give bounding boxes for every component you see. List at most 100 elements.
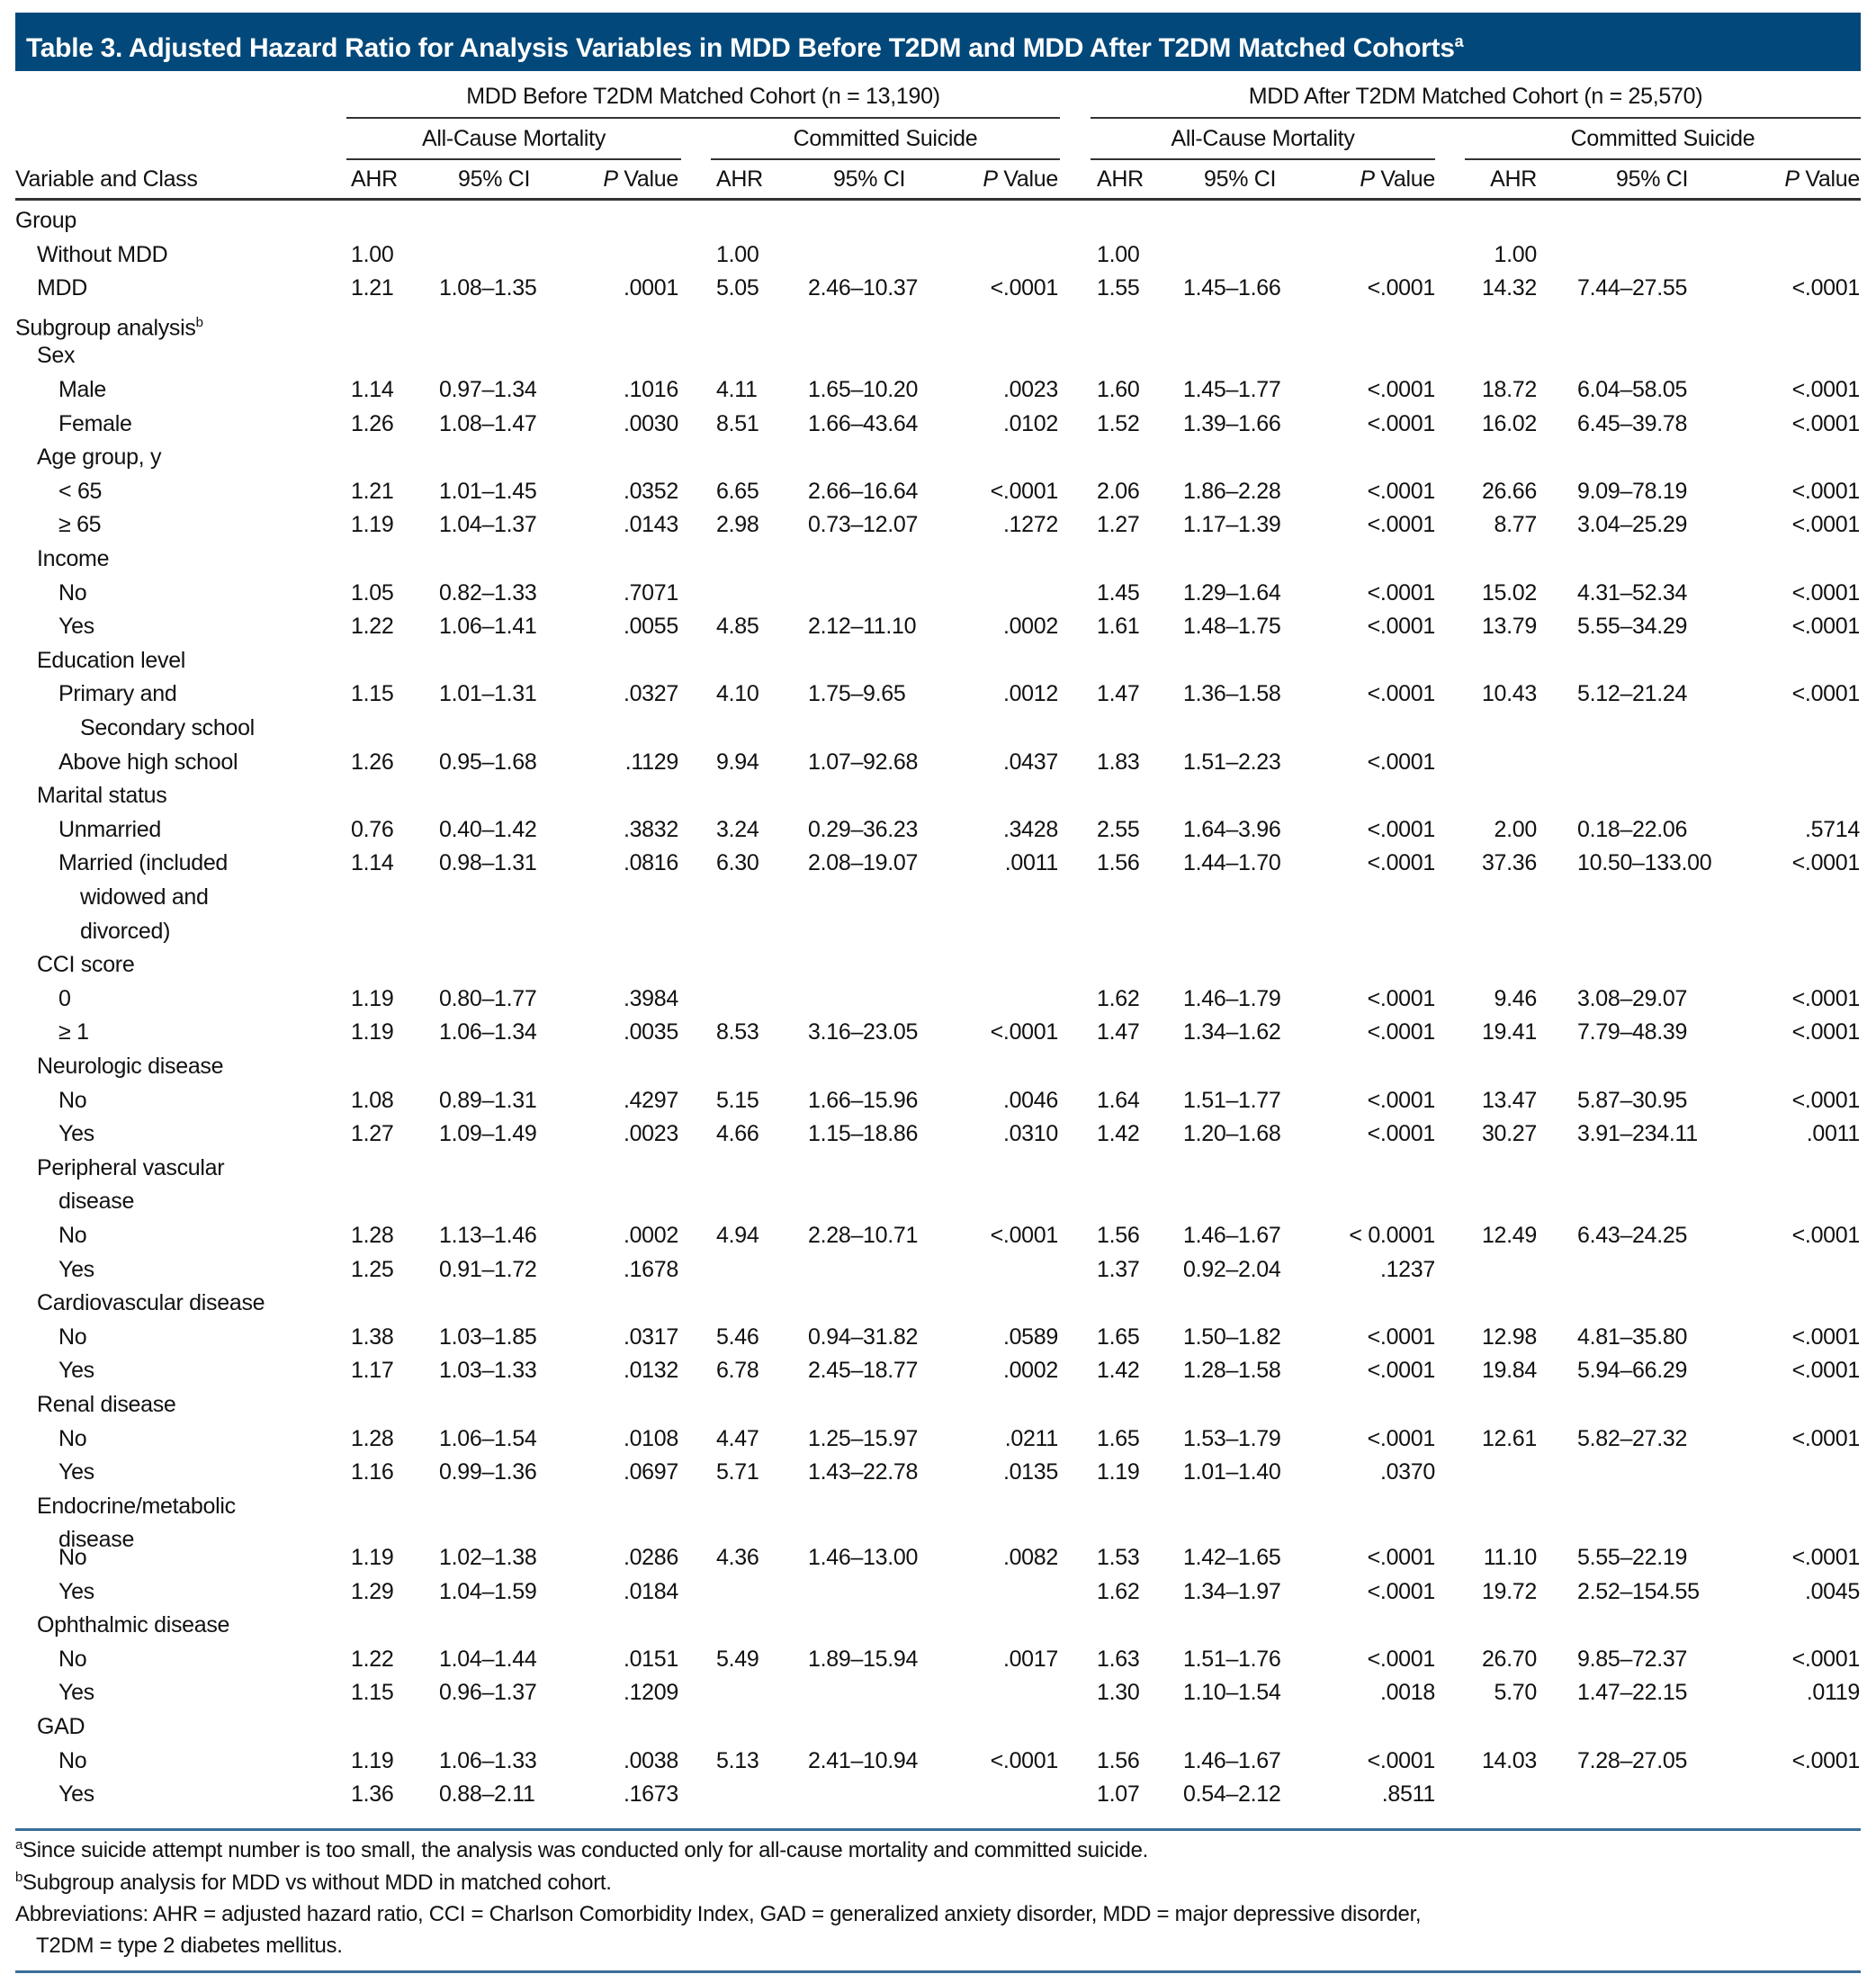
table-row: Age group, y: [0, 441, 1876, 475]
row-label: Yes: [58, 1456, 94, 1490]
ci-cell: 0.97–1.34: [439, 377, 537, 402]
p-cell: .0317: [623, 1323, 678, 1350]
table-row: Yes 1.22 1.06–1.41 .0055 4.85 2.12–11.10 .0002…: [0, 610, 1876, 644]
abbreviations: Abbreviations: AHR = adjusted hazard rat…: [15, 1902, 1422, 1926]
ahr-cell: 1.55: [1097, 275, 1140, 301]
row-label-line: Above high school: [58, 749, 238, 775]
ci-cell: 1.46–1.67: [1183, 1223, 1281, 1248]
p-cell: .0589: [1002, 1323, 1058, 1350]
ci-header: 95% CI: [1616, 166, 1689, 192]
p-cell: <.0001: [1367, 1578, 1436, 1604]
row-label: Yes: [58, 1253, 94, 1288]
p-label: Value: [997, 166, 1058, 192]
table-row: Marital status: [0, 779, 1876, 813]
table-row: Yes 1.27 1.09–1.49 .0023 4.66 1.15–18.86 .0310…: [0, 1117, 1876, 1152]
divider: [1091, 158, 1435, 160]
ahr-cell: 1.65: [1097, 1425, 1140, 1451]
ci-cell: 1.45–1.77: [1183, 377, 1281, 402]
ahr-cell: 1.00: [1494, 241, 1538, 267]
ci-cell: 1.03–1.33: [439, 1358, 537, 1384]
ci-cell: 3.91–234.11: [1577, 1121, 1698, 1147]
ci-cell: 3.04–25.29: [1577, 512, 1688, 538]
p-cell: <.0001: [1791, 985, 1861, 1011]
divider: [346, 158, 681, 160]
p-cell: .0002: [623, 1223, 678, 1248]
table-row: ≥ 65 1.19 1.04–1.37 .0143 2.98 0.73–12.07 .127…: [0, 508, 1876, 543]
divider: [1465, 158, 1861, 160]
ci-cell: 6.45–39.78: [1577, 410, 1688, 436]
row-label: Group: [15, 204, 76, 238]
table-row: GAD: [0, 1710, 1876, 1745]
ahr-cell: 11.10: [1483, 1545, 1538, 1570]
ahr-cell: 10.43: [1481, 681, 1537, 707]
ahr-cell: 19.72: [1481, 1578, 1537, 1604]
ahr-header: AHR: [351, 166, 398, 192]
table-row: Yes 1.16 0.99–1.36 .0697 5.71 1.43–22.78 .0135…: [0, 1456, 1876, 1490]
ahr-cell: 1.37: [1097, 1256, 1140, 1282]
ci-cell: 0.94–31.82: [808, 1323, 919, 1350]
ci-cell: 1.06–1.34: [439, 1019, 537, 1045]
ci-cell: 5.94–66.29: [1577, 1358, 1688, 1384]
ahr-header: AHR: [1490, 166, 1537, 192]
p-cell: .0011: [1004, 850, 1059, 876]
p-cell: .8511: [1381, 1781, 1436, 1808]
ahr-cell: 1.42: [1097, 1358, 1140, 1384]
ahr-cell: 16.02: [1481, 410, 1537, 436]
row-label: Female: [58, 408, 132, 442]
table-row: Yes 1.25 0.91–1.72 .1678 1.37 0.92–2.04 .1237: [0, 1253, 1876, 1288]
p-cell: <.0001: [1791, 1323, 1861, 1350]
row-label: Yes: [58, 1575, 94, 1610]
ahr-cell: 1.47: [1097, 1019, 1140, 1045]
row-label-line: disease: [58, 1189, 135, 1215]
table-row: Primary and Secondary school 1.15 1.01–1.31…: [0, 677, 1876, 740]
row-label: Education level: [37, 644, 185, 678]
p-cell: <.0001: [1367, 579, 1436, 606]
ahr-cell: 1.52: [1097, 410, 1140, 436]
ahr-cell: 1.56: [1097, 1747, 1140, 1773]
ahr-cell: 4.11: [716, 377, 758, 402]
table-row: Male 1.14 0.97–1.34 .1016 4.11 1.65–10.20 .002…: [0, 373, 1876, 408]
ahr-cell: 1.56: [1097, 850, 1140, 876]
row-label: 0: [58, 983, 71, 1017]
ahr-cell: 8.77: [1494, 512, 1538, 538]
ahr-cell: 8.53: [716, 1019, 759, 1045]
p-cell: <.0001: [1791, 410, 1861, 436]
row-label: Without MDD: [37, 238, 168, 273]
ci-cell: 1.04–1.44: [439, 1646, 537, 1672]
p-italic: P: [603, 166, 618, 192]
row-label: No: [58, 1745, 87, 1779]
row-label: Yes: [58, 1117, 94, 1152]
ahr-cell: 5.71: [716, 1459, 759, 1485]
ahr-cell: 1.56: [1097, 1223, 1140, 1248]
table-row: No 1.22 1.04–1.44 .0151 5.49 1.89–15.94 .0017 1…: [0, 1643, 1876, 1677]
p-cell: .4297: [623, 1087, 678, 1113]
ci-header: 95% CI: [1204, 166, 1277, 192]
footnote-text: Subgroup analysis for MDD vs without MDD…: [22, 1871, 612, 1895]
ci-cell: 1.43–22.78: [808, 1459, 919, 1485]
ahr-cell: 1.17: [351, 1358, 394, 1384]
ahr-cell: 1.45: [1097, 579, 1140, 606]
p-cell: .0352: [623, 478, 678, 504]
ci-cell: 4.31–52.34: [1577, 579, 1688, 606]
divider: [711, 158, 1060, 160]
row-label-line: Education level: [37, 647, 186, 673]
p-cell: .0030: [623, 410, 678, 436]
ahr-cell: 12.98: [1481, 1323, 1537, 1350]
ahr-cell: 1.15: [351, 1680, 394, 1706]
row-label: Subgroup analysisb: [15, 306, 203, 345]
p-cell: .0310: [1002, 1121, 1058, 1147]
table-row: Endocrine/metabolic disease: [0, 1490, 1876, 1553]
ahr-cell: 6.78: [716, 1358, 759, 1384]
ahr-cell: 1.30: [1097, 1680, 1140, 1706]
ci-cell: 6.43–24.25: [1577, 1223, 1688, 1248]
row-label-line: Neurologic disease: [37, 1054, 224, 1079]
p-cell: .0184: [623, 1578, 678, 1604]
p-cell: .0011: [1806, 1121, 1861, 1147]
ahr-cell: 1.26: [351, 410, 394, 436]
row-label: ≥ 65: [58, 508, 102, 543]
ahr-cell: 0.76: [351, 816, 394, 842]
ahr-cell: 1.29: [351, 1578, 394, 1604]
ahr-cell: 5.49: [716, 1646, 759, 1672]
p-cell: .0035: [623, 1019, 678, 1045]
p-cell: <.0001: [1791, 614, 1861, 640]
